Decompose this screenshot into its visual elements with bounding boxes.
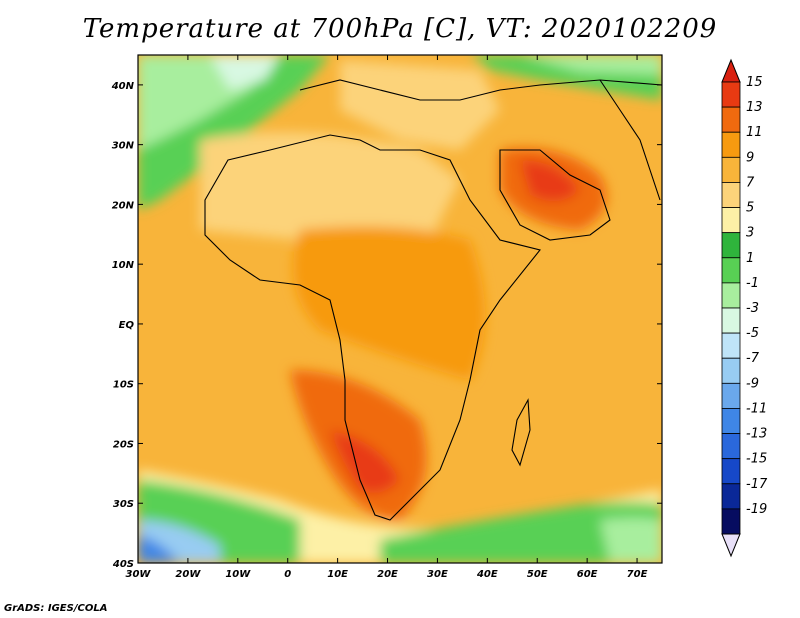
colorbar-swatch [721, 307, 741, 334]
colorbar-label: -9 [746, 376, 759, 391]
colorbar-label: -19 [746, 502, 767, 517]
color-legend: 15 13 11 9 7 5 3 1 -1 -3 -5 -7 -9 -11 -13 -15 -17 -19 [721, 58, 768, 558]
colorbar-swatch [721, 257, 741, 284]
colorbar-swatch [721, 357, 741, 384]
lat-tick-label: 40S [112, 559, 134, 570]
colorbar-top-arrow [721, 58, 741, 83]
colorbar-label: 13 [746, 100, 763, 115]
colorbar-label: 11 [746, 125, 763, 140]
colorbar-label: 1 [746, 251, 754, 266]
lon-tick-label: 60E [577, 569, 598, 580]
lat-tick-label: 10S [113, 380, 134, 391]
colorbar-label: -3 [746, 301, 759, 316]
map-title: Temperature at 700hPa [C], VT: 202010220… [82, 14, 718, 44]
lon-tick-label: 10E [327, 569, 348, 580]
colorbar-label: 5 [746, 201, 754, 216]
colorbar-swatch [721, 106, 741, 133]
map-frame [137, 54, 663, 564]
colorbar-swatch [721, 483, 741, 510]
lat-tick-label: 30S [113, 499, 134, 510]
colorbar-bottom-arrow [721, 533, 741, 558]
colorbar-swatch [721, 508, 741, 535]
lon-tick-label: 30W [126, 569, 152, 580]
colorbar-label: 15 [746, 75, 763, 90]
colorbar-swatch [721, 382, 741, 409]
colorbar-swatch [721, 282, 741, 309]
lat-tick-label: 10N [112, 260, 135, 271]
lat-tick-label: 30N [112, 141, 135, 152]
latitude-axis: 40N 30N 20N 10N EQ 10S 20S 30S 40S [111, 81, 662, 570]
colorbar-label: -15 [746, 452, 767, 467]
coastline-outlines [204, 79, 662, 521]
lon-tick-label: 20W [175, 569, 201, 580]
colorbar-swatch [721, 232, 741, 259]
colorbar-label: -13 [746, 427, 767, 442]
colorbar-label: 3 [746, 226, 754, 241]
colorbar-swatch [721, 81, 741, 108]
colorbar-swatch [721, 332, 741, 359]
colorbar-swatch [721, 131, 741, 158]
credit-text: GrADS: IGES/COLA [4, 603, 108, 614]
colorbar-swatch [721, 207, 741, 234]
colorbar-swatch [721, 156, 741, 183]
lon-tick-label: 20E [377, 569, 398, 580]
longitude-axis: 30W 20W 10W 0 10E 20E 30E 40E 50E 60E 70E [126, 55, 648, 580]
colorbar-label: -1 [746, 276, 759, 291]
lat-tick-label: EQ [119, 320, 135, 331]
colorbar-label: 7 [746, 175, 755, 190]
lon-tick-label: 50E [527, 569, 548, 580]
lon-tick-label: 30E [427, 569, 448, 580]
lon-tick-label: 70E [627, 569, 648, 580]
colorbar-swatch [721, 182, 741, 208]
colorbar-label: -7 [746, 351, 760, 366]
lon-tick-label: 40E [476, 569, 498, 580]
temperature-field [138, 55, 662, 563]
colorbar-label: 9 [746, 150, 754, 165]
lat-tick-label: 40N [111, 81, 135, 92]
lat-tick-label: 20N [112, 200, 135, 211]
colorbar-label: -17 [746, 477, 768, 492]
lat-tick-label: 20S [113, 439, 134, 450]
colorbar-label: -11 [746, 401, 767, 416]
colorbar-swatch [721, 433, 741, 460]
colorbar-label: -5 [746, 326, 759, 341]
lon-tick-label: 10W [225, 569, 251, 580]
lon-tick-label: 0 [284, 569, 291, 580]
colorbar-swatch [721, 408, 741, 434]
colorbar-swatch [721, 458, 741, 485]
